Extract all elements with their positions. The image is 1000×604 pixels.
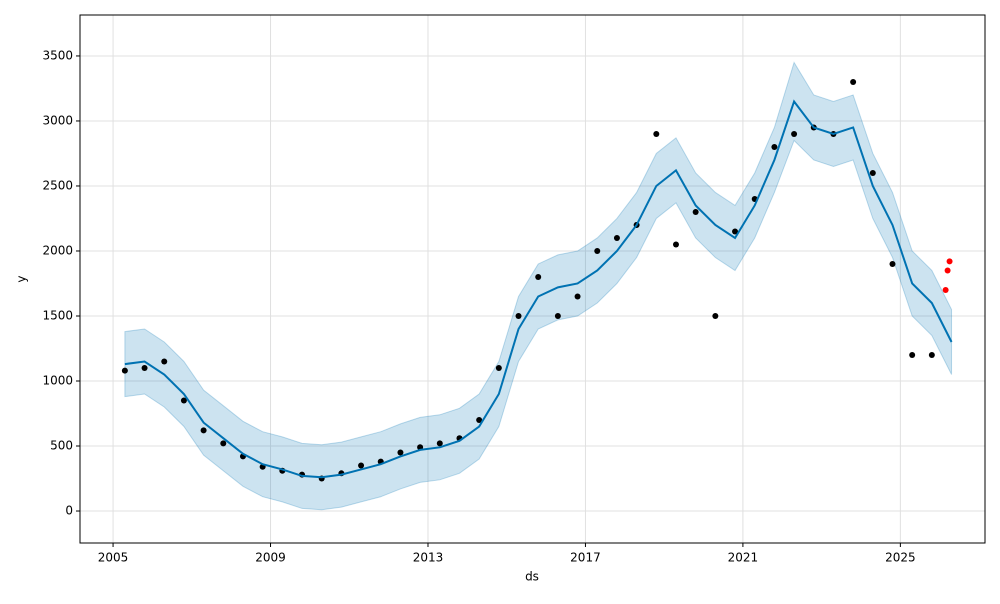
observed-point	[672, 241, 679, 248]
observed-point	[476, 417, 483, 424]
observed-point	[791, 130, 798, 137]
observed-point	[436, 440, 443, 447]
x-tick-label: 2009	[255, 551, 286, 565]
plot-frame	[79, 14, 986, 544]
observed-point	[889, 260, 896, 267]
recent-point	[942, 286, 949, 293]
observed-point	[732, 228, 739, 235]
observed-point	[535, 273, 542, 280]
observed-point	[909, 351, 916, 358]
observed-point	[141, 364, 148, 371]
observed-point	[180, 397, 187, 404]
y-tick-label: 2500	[42, 178, 73, 192]
observed-point	[653, 130, 660, 137]
x-tick-label: 2005	[98, 551, 129, 565]
observed-point	[771, 143, 778, 150]
y-tick-label: 1000	[42, 373, 73, 387]
y-tick-label: 1500	[42, 308, 73, 322]
y-tick-label: 3500	[42, 48, 73, 62]
recent-point	[944, 267, 951, 274]
observed-point	[850, 78, 857, 85]
y-tick-label: 0	[65, 504, 73, 518]
observed-point	[397, 449, 404, 456]
observed-point	[515, 312, 522, 319]
observed-point	[358, 462, 365, 469]
x-tick-label: 2017	[570, 551, 601, 565]
observed-point	[554, 312, 561, 319]
observed-point	[220, 440, 227, 447]
x-tick-label: 2013	[413, 551, 444, 565]
x-axis-label: ds	[525, 570, 539, 584]
recent-point	[946, 258, 953, 265]
y-tick-label: 2000	[42, 243, 73, 257]
observed-point	[594, 247, 601, 254]
forecast-line	[124, 99, 953, 479]
observed-point	[869, 169, 876, 176]
uncertainty-band	[124, 61, 953, 511]
observed-point	[928, 351, 935, 358]
observed-point	[161, 358, 168, 365]
observed-point	[613, 234, 620, 241]
y-tick-label: 3000	[42, 113, 73, 127]
observed-point	[712, 312, 719, 319]
y-axis-label: y	[15, 275, 29, 282]
observed-point	[121, 367, 128, 374]
observed-point	[200, 427, 207, 434]
observed-point	[495, 364, 502, 371]
x-tick-label: 2021	[728, 551, 759, 565]
observed-point	[574, 293, 581, 300]
y-tick-label: 500	[50, 439, 73, 453]
observed-point	[692, 208, 699, 215]
x-tick-label: 2025	[885, 551, 916, 565]
